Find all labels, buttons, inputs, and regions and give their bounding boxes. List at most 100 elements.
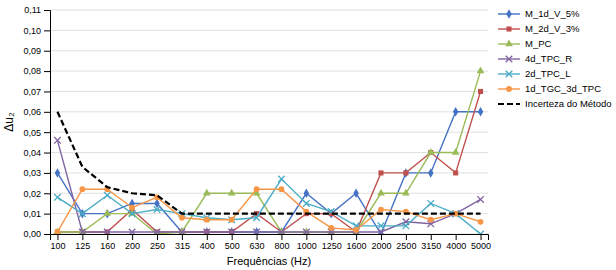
series-line [57, 112, 480, 234]
legend-item: 4d_TPC_R [498, 53, 572, 64]
marker [179, 215, 185, 221]
y-tick: 0,05 [23, 128, 50, 138]
y-tick: 0,01 [23, 209, 50, 219]
marker [79, 229, 86, 234]
marker [55, 168, 60, 177]
legend-item: 2d_TPC_L [498, 68, 570, 79]
y-axis-title: Δu₂ [2, 112, 16, 132]
grid-line [50, 132, 488, 133]
y-tick: 0,00 [23, 229, 50, 239]
x-tick: 200 [125, 234, 140, 251]
marker [453, 170, 458, 175]
series-line [57, 140, 480, 232]
x-tick: 5000 [471, 234, 491, 251]
y-tick-mark [44, 153, 50, 154]
legend-marker [506, 26, 511, 31]
series-group [54, 67, 485, 234]
x-tick-mark [331, 234, 332, 240]
y-tick-label: 0,10 [23, 26, 41, 36]
chart: 1001251602002503154005006308001000125016… [0, 0, 616, 270]
legend-marker [506, 9, 511, 18]
y-tick-label: 0,11 [24, 5, 41, 15]
marker [428, 168, 433, 177]
marker [278, 176, 285, 183]
marker [328, 225, 334, 231]
x-tick-mark [431, 234, 432, 240]
y-tick-label: 0,01 [23, 209, 41, 219]
marker [204, 227, 209, 234]
marker [79, 210, 86, 217]
x-tick: 400 [200, 234, 215, 251]
marker [303, 229, 310, 234]
y-tick: 0,04 [23, 148, 50, 158]
marker [427, 148, 435, 155]
legend-label: M_1d_V_5% [525, 8, 580, 19]
series-line [57, 112, 480, 214]
marker [427, 200, 434, 207]
y-tick-mark [44, 173, 50, 174]
marker [204, 217, 210, 223]
y-tick: 0,11 [24, 5, 50, 15]
x-tick-mark [381, 234, 382, 240]
grid-line [50, 111, 488, 112]
legend-label: M_PC [525, 38, 552, 49]
legend-item: M_1d_V_5% [498, 8, 580, 19]
marker [154, 229, 161, 234]
marker [478, 89, 483, 94]
series [54, 176, 484, 234]
x-tick: 2000 [371, 234, 391, 251]
marker [453, 107, 458, 116]
marker [254, 186, 260, 192]
legend-item: M_PC [498, 38, 552, 49]
x-tick: 250 [150, 234, 165, 251]
marker [254, 227, 259, 234]
y-tick-label: 0,00 [23, 229, 41, 239]
x-tick-label: 160 [100, 241, 115, 251]
marker [478, 219, 484, 225]
legend-label: 1d_TGC_3d_TPC [525, 83, 601, 94]
marker [79, 186, 85, 192]
y-tick-label: 0,05 [23, 128, 41, 138]
x-tick: 500 [225, 234, 240, 251]
marker [377, 189, 385, 196]
series-line [57, 91, 480, 232]
y-tick: 0,03 [23, 168, 50, 178]
x-tick-label: 250 [150, 241, 165, 251]
y-tick-mark [44, 112, 50, 113]
x-tick: 630 [250, 234, 265, 251]
series-line [57, 189, 480, 232]
marker [80, 209, 85, 218]
legend: M_1d_V_5% M_2d_V_3% M_PC 4d_TPC_R 2d_TPC_L 1d… [498, 8, 612, 109]
marker [203, 189, 211, 196]
marker [279, 186, 285, 192]
marker [104, 229, 111, 234]
y-tick-mark [44, 51, 50, 52]
x-tick: 800 [274, 234, 289, 251]
marker [452, 148, 460, 155]
legend-item: Incerteza do Método [498, 98, 612, 109]
marker [129, 210, 136, 217]
marker [353, 227, 359, 233]
x-tick-label: 1600 [347, 241, 367, 251]
grid-line [50, 193, 488, 194]
marker [228, 229, 235, 234]
x-tick: 100 [50, 234, 65, 251]
x-tick-label: 4000 [446, 241, 466, 251]
x-tick-label: 5000 [471, 241, 491, 251]
marker [129, 229, 136, 234]
x-tick-mark [306, 234, 307, 240]
marker [278, 229, 285, 234]
series-line [57, 179, 480, 234]
x-tick-label: 1250 [322, 241, 342, 251]
grid [50, 10, 488, 234]
x-axis-title: Frequências (Hz) [227, 255, 311, 267]
legend-marker [506, 56, 513, 63]
y-tick: 0,09 [23, 46, 50, 56]
y-tick-label: 0,07 [23, 87, 41, 97]
x-tick: 1600 [347, 234, 367, 251]
grid-line [50, 10, 488, 11]
x-tick-label: 630 [250, 241, 265, 251]
x-tick-label: 3150 [421, 241, 441, 251]
y-tick: 0,06 [23, 107, 50, 117]
legend-label: M_2d_V_3% [525, 23, 580, 34]
